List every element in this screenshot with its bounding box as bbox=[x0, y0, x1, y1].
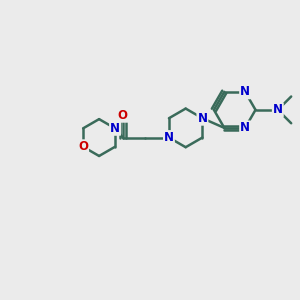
Text: N: N bbox=[110, 122, 120, 135]
Text: N: N bbox=[197, 112, 207, 125]
Text: N: N bbox=[164, 131, 174, 144]
Text: N: N bbox=[240, 85, 250, 98]
Text: N: N bbox=[240, 122, 250, 134]
Text: O: O bbox=[118, 109, 128, 122]
Text: O: O bbox=[78, 140, 88, 153]
Text: N: N bbox=[273, 103, 283, 116]
